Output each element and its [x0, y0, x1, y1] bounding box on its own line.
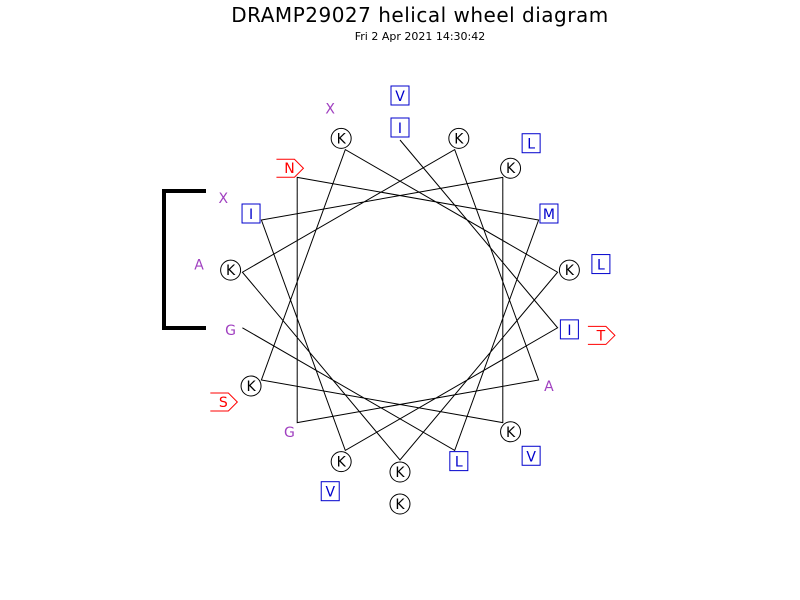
residue-label: I — [398, 121, 402, 137]
residue-label: K — [226, 263, 236, 279]
hydrophobic-square-marker — [559, 319, 579, 340]
residue-27: L — [591, 254, 611, 275]
hydrophobic-square-marker — [390, 117, 410, 138]
polar-pentagon-marker — [587, 325, 616, 345]
polar-pentagon-marker — [276, 158, 305, 178]
residue-18: G — [225, 323, 236, 339]
diagram-timestamp: Fri 2 Apr 2021 14:30:42 — [355, 30, 486, 43]
charged-circle-marker — [389, 493, 411, 515]
residue-10: K — [389, 461, 411, 483]
residue-label: K — [395, 465, 405, 481]
residue-label: L — [455, 455, 463, 471]
residue-label: S — [219, 395, 228, 411]
residue-23: L — [521, 133, 541, 154]
charged-circle-marker — [500, 421, 522, 443]
diagram-title: DRAMP29027 helical wheel diagram — [231, 3, 608, 27]
residue-29: A — [194, 258, 204, 274]
residue-24: V — [521, 445, 541, 466]
residue-13: A — [544, 379, 554, 395]
residue-label: N — [284, 161, 294, 177]
hydrophobic-square-marker — [521, 133, 541, 154]
charged-circle-marker — [240, 375, 262, 397]
residue-1: I — [390, 117, 410, 138]
residue-label: V — [395, 89, 405, 105]
residue-22: X — [219, 191, 229, 207]
residue-label: G — [284, 425, 295, 441]
residue-19: V — [390, 85, 410, 106]
residue-11: K — [220, 259, 242, 281]
residue-28: K — [389, 493, 411, 515]
residue-label: I — [567, 323, 571, 339]
wheel-connection-lines — [241, 139, 559, 461]
residue-4: I — [241, 203, 261, 224]
residue-5: K — [500, 157, 522, 179]
residue-label: V — [526, 449, 536, 465]
residue-label: X — [219, 191, 229, 207]
residue-17: L — [449, 451, 469, 472]
residue-15: N — [276, 158, 305, 178]
hydrophobic-square-marker — [591, 254, 611, 275]
residue-label: M — [543, 207, 555, 223]
residue-label: K — [454, 131, 464, 147]
hydrophobic-square-marker — [449, 451, 469, 472]
charged-circle-marker — [500, 157, 522, 179]
residue-label: A — [194, 258, 204, 274]
residue-2: I — [559, 319, 579, 340]
residue-label: G — [225, 323, 236, 339]
residue-25: S — [210, 392, 239, 412]
charged-circle-marker — [389, 461, 411, 483]
hydrophobic-square-marker — [320, 481, 340, 502]
residue-label: X — [325, 101, 335, 117]
charged-circle-marker — [330, 127, 352, 149]
hydrophobic-square-marker — [539, 203, 559, 224]
residue-12: K — [448, 127, 470, 149]
residue-label: K — [337, 455, 347, 471]
hydrophobic-square-marker — [241, 203, 261, 224]
residue-21: V — [320, 481, 340, 502]
residue-8: K — [330, 127, 352, 149]
polar-pentagon-marker — [210, 392, 239, 412]
residue-label: T — [596, 328, 606, 344]
residue-26: X — [325, 101, 335, 117]
residue-label: K — [337, 131, 347, 147]
residue-14: G — [284, 425, 295, 441]
residue-label: L — [597, 258, 605, 274]
hydrophobic-square-marker — [521, 445, 541, 466]
charged-circle-marker — [330, 451, 352, 473]
hydrophobic-face-bracket — [162, 189, 206, 330]
residue-7: K — [240, 375, 262, 397]
residue-label: K — [565, 263, 575, 279]
residue-6: K — [500, 421, 522, 443]
hydrophobic-square-marker — [390, 85, 410, 106]
residue-3: K — [330, 451, 352, 473]
residue-label: K — [395, 497, 405, 513]
residue-label: K — [506, 161, 516, 177]
residue-label: L — [527, 137, 535, 153]
residue-label: I — [249, 207, 253, 223]
charged-circle-marker — [220, 259, 242, 281]
wheel-path — [241, 139, 559, 461]
residue-9: K — [558, 259, 580, 281]
residue-label: K — [246, 379, 256, 395]
residue-label: A — [544, 379, 554, 395]
residue-20: T — [587, 325, 616, 345]
charged-circle-marker — [558, 259, 580, 281]
residue-16: M — [539, 203, 559, 224]
residue-label: V — [325, 485, 335, 501]
charged-circle-marker — [448, 127, 470, 149]
residue-label: K — [506, 425, 516, 441]
